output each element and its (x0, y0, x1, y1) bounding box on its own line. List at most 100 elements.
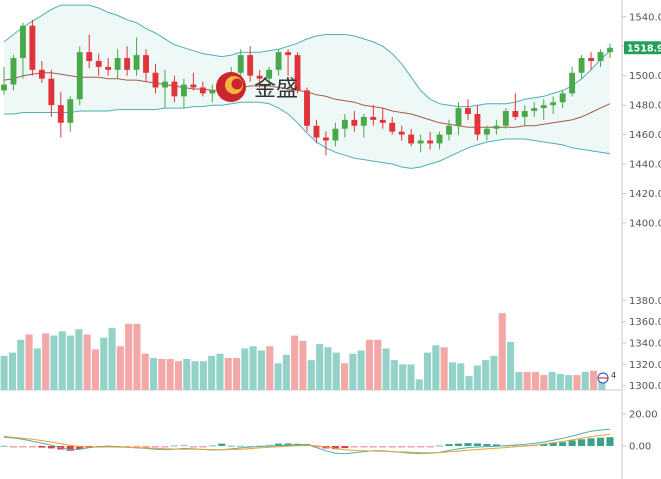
candle (275, 49, 282, 76)
price-axis-tick-label: 1420.00 (629, 189, 661, 200)
candle (171, 75, 178, 103)
candle-body (86, 52, 93, 61)
volume-bar (42, 333, 50, 390)
volume-axis-tick-label: 1380.00 (629, 296, 661, 307)
candle-body (180, 84, 187, 97)
volume-bar (498, 313, 506, 390)
volume-bar (482, 360, 490, 390)
volume-axis: 1380.00 1360.00 1340.00 1320.00 1300.00 (622, 296, 661, 392)
candle-body (446, 125, 452, 135)
candle (237, 49, 244, 76)
candle (540, 99, 547, 120)
volume-bar (183, 359, 191, 390)
volume-bar (341, 363, 349, 390)
candle-body (48, 78, 55, 106)
candle-body (67, 99, 74, 123)
macd-axis: 20.00 0.00 (622, 410, 658, 453)
volume-bar (432, 345, 440, 390)
price-axis-tick-label: 1400.00 (629, 218, 661, 229)
candle (341, 113, 348, 138)
volume-bar (291, 335, 299, 390)
macd-axis-tick-label: 0.00 (629, 442, 651, 453)
macd-histogram-bar (123, 446, 131, 448)
volume-bar (523, 371, 531, 390)
candle-body (313, 125, 320, 138)
volume-panel (0, 313, 606, 391)
candlestick-series (1, 19, 613, 156)
volume-bar (25, 334, 33, 390)
candle-body (351, 119, 358, 126)
volume-bar (67, 335, 75, 390)
indicator-marker[interactable]: 4 (597, 371, 616, 384)
macd-histogram-bar (208, 445, 216, 447)
candle-body (540, 105, 547, 109)
candle-body (455, 108, 462, 126)
macd-histogram-bar (559, 442, 567, 446)
volume-bar (150, 358, 158, 390)
volume-bar (125, 323, 133, 390)
macd-histogram-bar (151, 446, 160, 448)
volume-bar (556, 374, 564, 390)
candle (474, 105, 481, 141)
candle (256, 69, 263, 88)
candle-body (304, 90, 310, 126)
macd-histogram-bar (0, 445, 8, 448)
watermark-text: 金盛 (254, 77, 298, 102)
volume-bar (141, 353, 149, 390)
candle-body (76, 52, 83, 100)
macd-histogram-bar (492, 444, 500, 446)
candle (379, 108, 386, 129)
volume-bar (166, 359, 174, 390)
candle (332, 122, 339, 147)
candle-body (521, 111, 528, 117)
macd-histogram-bar (587, 438, 595, 446)
candle-body (29, 25, 36, 70)
candle (247, 46, 254, 82)
volume-bar (365, 339, 373, 390)
candle-body (370, 116, 377, 120)
macd-histogram-bar (341, 446, 349, 449)
volume-bar (50, 335, 58, 390)
macd-histogram-bar (275, 443, 283, 446)
macd-histogram-bar (9, 446, 18, 448)
volume-bar (324, 347, 332, 390)
candle-body (133, 55, 140, 70)
candle (323, 131, 329, 156)
candle-body (256, 75, 263, 79)
macd-histogram-bar (189, 446, 197, 448)
volume-bar (100, 337, 108, 390)
macd-histogram-bar (426, 446, 434, 448)
volume-bar (91, 349, 99, 390)
candle-body (607, 47, 613, 53)
candle-body (266, 69, 273, 79)
macd-histogram-bar (398, 446, 406, 448)
volume-bar (332, 352, 340, 390)
volume-bar (158, 359, 166, 390)
volume-bar (241, 348, 249, 390)
candle (408, 128, 415, 147)
candle-body (114, 58, 121, 70)
candle (455, 102, 462, 135)
candle-body (597, 52, 604, 61)
candle (285, 49, 291, 76)
volume-axis-tick-label: 1360.00 (629, 317, 661, 328)
candle-body (465, 108, 471, 114)
macd-signal-line (3, 434, 611, 454)
candle-body (502, 111, 509, 126)
macd-histogram-bar (417, 446, 425, 448)
volume-bar (191, 361, 199, 390)
candle-body (341, 119, 348, 129)
volume-bar (58, 331, 66, 390)
macd-histogram-bar (218, 443, 226, 446)
volume-bar (307, 360, 315, 390)
candle (569, 66, 576, 97)
macd-histogram-bar (180, 444, 188, 447)
volume-bar (573, 375, 581, 390)
volume-bar (457, 363, 465, 390)
volume-bar (274, 363, 282, 390)
volume-bar (448, 362, 456, 391)
volume-bar (133, 323, 141, 390)
bollinger-band-fill (4, 5, 610, 169)
macd-histogram-bar (407, 446, 415, 448)
macd-histogram-bar (66, 446, 74, 451)
